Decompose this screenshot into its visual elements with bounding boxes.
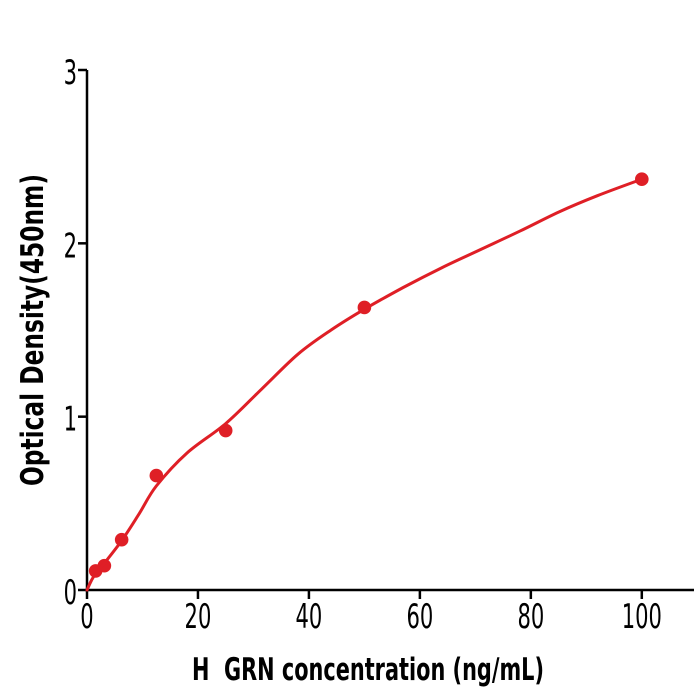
y-tick-label: 2: [64, 226, 77, 266]
x-tick-label: 20: [185, 597, 212, 637]
y-axis-label: Optical Density(450nm): [15, 174, 51, 486]
y-tick-label: 1: [64, 400, 77, 440]
x-axis-label: H GRN concentration (ng/mL): [192, 652, 544, 688]
x-tick-label: 80: [517, 597, 544, 637]
plot-generated-layer: 0 20 40 60 80 100 0 1 2 3: [64, 53, 694, 637]
x-tick-label: 0: [80, 597, 93, 637]
fitted-curve-line: [85, 177, 644, 592]
x-tick-label: 60: [406, 597, 433, 637]
y-tick-label: 0: [64, 573, 77, 613]
y-tick-label: 3: [64, 53, 77, 93]
x-tick-label: 40: [296, 597, 323, 637]
x-tick-label: 100: [622, 597, 662, 637]
data-point: [149, 468, 164, 483]
